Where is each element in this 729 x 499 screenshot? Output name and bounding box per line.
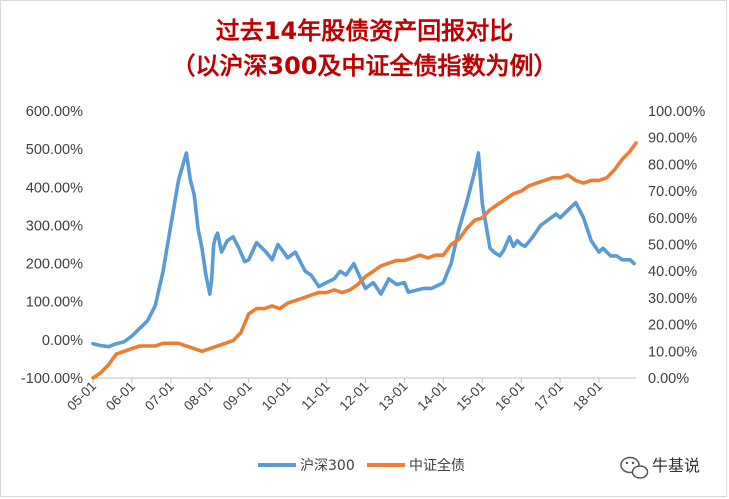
x-tick-label: 15-01: [453, 379, 488, 414]
y-right-tick-label: 60.00%: [648, 211, 697, 227]
x-tick-label: 07-01: [142, 379, 177, 414]
y-right-tick-label: 80.00%: [648, 157, 697, 173]
x-axis: 05-01 06-01 07-01 08-01 09-01 10-01 11-01 12-01…: [64, 378, 605, 414]
y-right-tick-label: 0.00%: [648, 371, 689, 387]
wechat-icon: [620, 456, 649, 479]
y-right-tick-label: 10.00%: [648, 344, 697, 360]
x-tick-label: 12-01: [337, 379, 372, 414]
y-right-tick-label: 30.00%: [648, 291, 697, 307]
watermark-text: 牛基说: [652, 456, 700, 475]
y-left-tick-label: 600.00%: [26, 104, 83, 120]
y-right-tick-label: 100.00%: [648, 104, 705, 120]
y-left-tick-label: 100.00%: [26, 295, 83, 311]
y-left-tick-label: 300.00%: [26, 218, 83, 234]
y-right-tick-label: 20.00%: [648, 318, 697, 334]
legend: 沪深300 中证全债: [258, 457, 465, 474]
y-left-tick-label: 500.00%: [26, 142, 83, 158]
x-tick-label: 08-01: [181, 379, 216, 414]
y-axis-right: 100.00% 90.00% 80.00% 70.00% 60.00% 50.00% 40.…: [648, 104, 705, 387]
series-line-bond: [91, 141, 638, 380]
x-tick-label: 17-01: [531, 379, 566, 414]
x-tick-label: 10-01: [259, 379, 294, 414]
x-tick-label: 14-01: [414, 379, 449, 414]
y-right-tick-label: 70.00%: [648, 184, 697, 200]
watermark: 牛基说: [620, 456, 700, 479]
y-left-tick-label: 0.00%: [42, 333, 83, 349]
y-right-tick-label: 50.00%: [648, 238, 697, 254]
y-right-tick-label: 90.00%: [648, 131, 697, 147]
x-tick-label: 13-01: [375, 379, 410, 414]
series-line-hs300: [91, 151, 636, 349]
legend-label-hs300: 沪深300: [300, 458, 355, 474]
chart-title: 过去14年股债资产回报对比: [215, 17, 514, 45]
legend-label-bond: 中证全债: [409, 457, 465, 474]
y-axis-left: 600.00% 500.00% 400.00% 300.00% 200.00% 100.0…: [21, 104, 83, 387]
y-left-tick-label: 200.00%: [26, 257, 83, 273]
y-right-tick-label: 40.00%: [648, 264, 697, 280]
x-tick-label: 06-01: [103, 379, 138, 414]
x-tick-label: 16-01: [492, 379, 527, 414]
series-group: [91, 141, 638, 380]
x-tick-label: 11-01: [298, 379, 332, 413]
x-tick-label: 09-01: [220, 379, 255, 414]
x-tick-label: 18-01: [570, 379, 605, 414]
chart-subtitle: （以沪深300及中证全债指数为例）: [171, 52, 558, 80]
y-left-tick-label: -100.00%: [21, 371, 83, 387]
y-left-tick-label: 400.00%: [26, 180, 83, 196]
